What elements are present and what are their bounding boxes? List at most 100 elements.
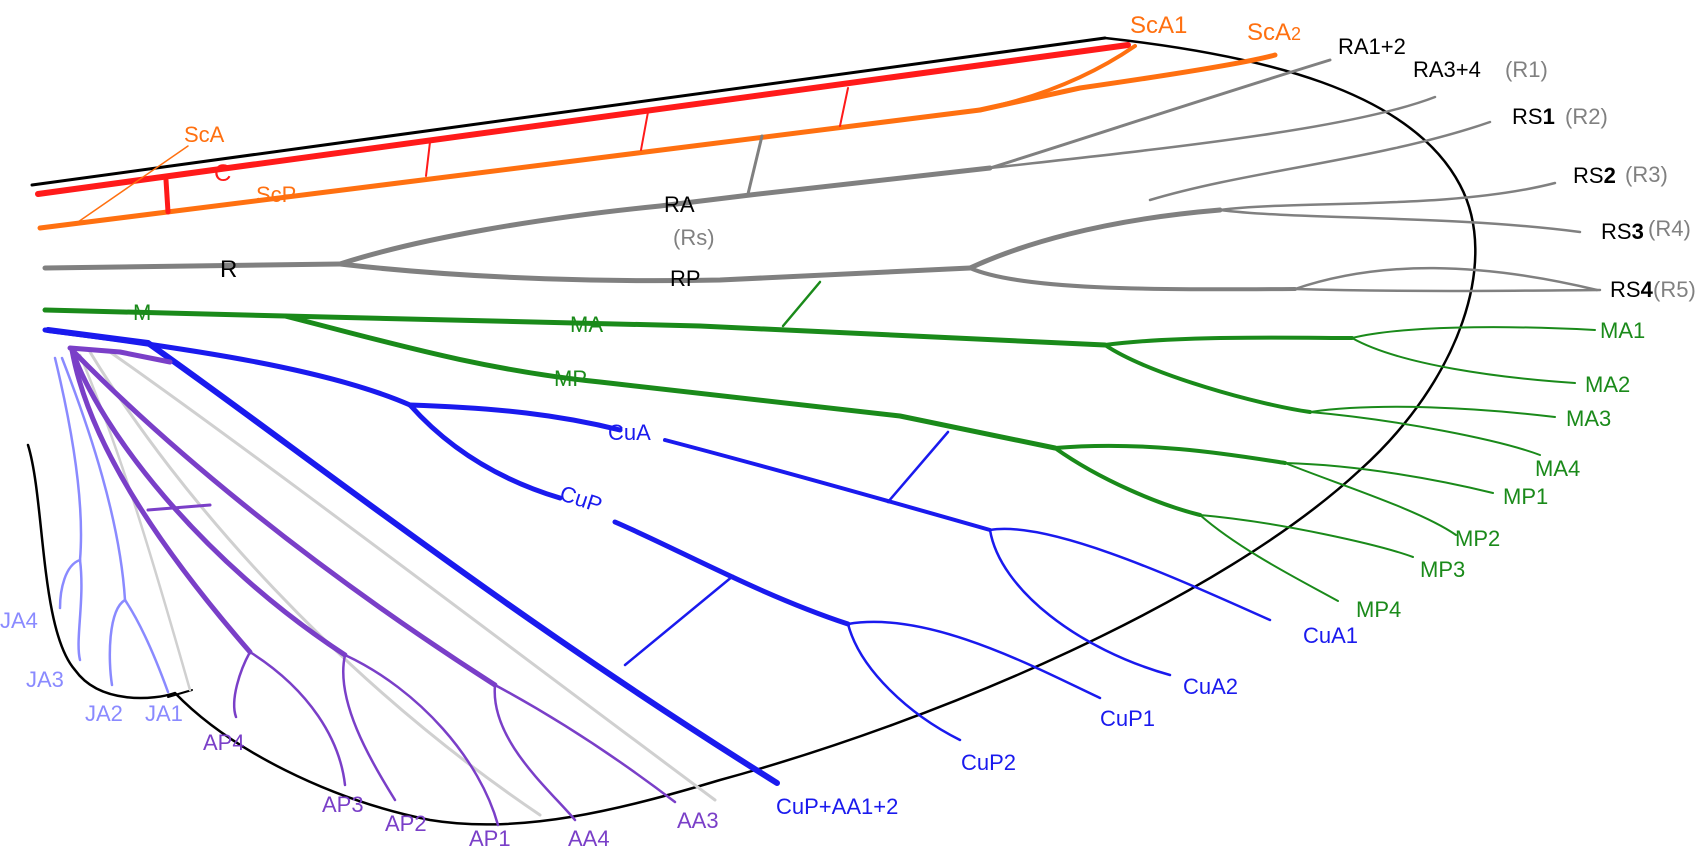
label-ap4: AP4 bbox=[203, 730, 245, 755]
label-ma1: MA1 bbox=[1600, 318, 1645, 343]
anal-base bbox=[67, 345, 173, 365]
rp-vein bbox=[337, 261, 973, 284]
ap3-vein bbox=[248, 650, 347, 787]
label-rs: (Rs) bbox=[673, 225, 715, 250]
label-cup2: CuP2 bbox=[961, 750, 1016, 775]
label-ja3: JA3 bbox=[26, 667, 64, 692]
ja-stem bbox=[53, 356, 83, 562]
label-ja1: JA1 bbox=[145, 701, 183, 726]
vein-labels: ScA1 ScA2 RA1+2 RA3+4 (R1) RS1 (R2) RS2 … bbox=[0, 12, 1696, 850]
intercalary-1 bbox=[108, 350, 717, 802]
wing-outline bbox=[26, 36, 1477, 826]
humeral-crossvein bbox=[163, 177, 171, 215]
label-ma2: MA2 bbox=[1585, 372, 1630, 397]
ma1-vein bbox=[1351, 326, 1596, 339]
label-sca2-main: ScA bbox=[1247, 19, 1291, 46]
sc-crossvein-2 bbox=[640, 111, 649, 151]
costal-veins bbox=[35, 42, 1278, 231]
mp-branch-upper bbox=[1053, 443, 1287, 465]
label-ra34-alt: (R1) bbox=[1505, 57, 1548, 82]
label-c: C bbox=[214, 160, 231, 187]
medial-veins bbox=[42, 280, 1596, 602]
label-rs2: RS2 bbox=[1573, 163, 1616, 188]
label-rs4-num: 4 bbox=[1641, 277, 1654, 302]
label-ap3: AP3 bbox=[322, 792, 364, 817]
cup-vein bbox=[407, 402, 563, 501]
ma4-vein bbox=[1309, 411, 1541, 456]
sca2-vein bbox=[977, 52, 1278, 113]
label-rs2-num: 2 bbox=[1604, 163, 1616, 188]
intercalary-2 bbox=[88, 350, 542, 817]
label-ja4: JA4 bbox=[0, 608, 38, 633]
label-m: M bbox=[133, 300, 151, 325]
anal-crossvein bbox=[146, 503, 212, 512]
ja4-vein bbox=[58, 558, 82, 610]
label-aa4: AA4 bbox=[568, 826, 610, 850]
label-ma3: MA3 bbox=[1566, 406, 1611, 431]
label-sca2: ScA2 bbox=[1247, 19, 1301, 46]
rs2-rs3-stem bbox=[967, 207, 1223, 271]
label-r: R bbox=[220, 256, 237, 283]
label-cua2: CuA2 bbox=[1183, 674, 1238, 699]
label-rs2-alt: (R3) bbox=[1625, 162, 1668, 187]
rs2-vein bbox=[1218, 181, 1557, 212]
leading-edge bbox=[30, 36, 1107, 187]
label-ma: MA bbox=[570, 312, 603, 337]
jugal-notch bbox=[167, 689, 193, 698]
label-rs1-num: 1 bbox=[1543, 104, 1555, 129]
subcosta-posterior-vein bbox=[37, 107, 983, 231]
intercalary-veins bbox=[78, 350, 717, 817]
ja3-vein bbox=[77, 558, 83, 662]
label-cupaa12: CuP+AA1+2 bbox=[776, 794, 898, 819]
mp1-vein bbox=[1284, 462, 1494, 494]
label-rs4-main: RS bbox=[1610, 277, 1641, 302]
rs4-stem bbox=[968, 266, 1297, 292]
ap-vein bbox=[69, 347, 348, 658]
label-mp3: MP3 bbox=[1420, 557, 1465, 582]
label-aa3: AA3 bbox=[677, 808, 719, 833]
label-rp: RP bbox=[670, 266, 701, 291]
aa3-vein bbox=[493, 683, 677, 804]
cup-aa12-vein bbox=[45, 327, 780, 786]
cup-vein-2 bbox=[612, 519, 851, 627]
label-ra: RA bbox=[664, 192, 695, 217]
costa-vein bbox=[35, 42, 1131, 197]
label-cua1: CuA1 bbox=[1303, 623, 1358, 648]
mp-branch-lower bbox=[1053, 446, 1202, 517]
label-cup1: CuP1 bbox=[1100, 706, 1155, 731]
ra34-vein bbox=[988, 95, 1437, 170]
cup-crossvein bbox=[623, 574, 735, 667]
ap4-vein bbox=[232, 650, 252, 719]
label-ap2: AP2 bbox=[385, 811, 427, 836]
ma3-vein bbox=[1309, 405, 1556, 418]
label-rs1-main: RS bbox=[1512, 104, 1543, 129]
rs1-vein bbox=[1148, 120, 1492, 202]
cua1-vein bbox=[988, 527, 1272, 622]
label-rs4-alt: (R5) bbox=[1653, 277, 1696, 302]
cup2-vein bbox=[846, 622, 962, 742]
ra-vein bbox=[337, 165, 993, 267]
ma2-vein bbox=[1351, 337, 1576, 384]
cua2-vein bbox=[988, 528, 1172, 677]
mp2-vein bbox=[1284, 462, 1457, 536]
wing-margin bbox=[26, 36, 1477, 826]
label-rs3: RS3 bbox=[1601, 219, 1644, 244]
label-sca1: ScA1 bbox=[1130, 12, 1187, 39]
label-ap1: AP1 bbox=[469, 826, 511, 850]
intercalary-3 bbox=[78, 353, 192, 692]
sc-crossvein-1 bbox=[425, 141, 431, 177]
label-scp: ScP bbox=[256, 182, 296, 207]
sca-pointer-line bbox=[77, 145, 189, 223]
label-cua: CuA bbox=[608, 420, 651, 445]
label-ra12: RA1+2 bbox=[1338, 34, 1406, 59]
cua-crossvein bbox=[886, 430, 950, 504]
label-rs4: RS4 bbox=[1610, 277, 1654, 302]
label-cup: CuP bbox=[557, 480, 605, 517]
label-mp4: MP4 bbox=[1356, 597, 1401, 622]
media-stem bbox=[42, 307, 288, 319]
mp3-vein bbox=[1199, 514, 1414, 558]
label-ra34: RA3+4 bbox=[1413, 57, 1481, 82]
label-mp2: MP2 bbox=[1455, 526, 1500, 551]
sc-crossvein-3 bbox=[839, 87, 849, 127]
rs4-vein bbox=[1293, 266, 1599, 292]
